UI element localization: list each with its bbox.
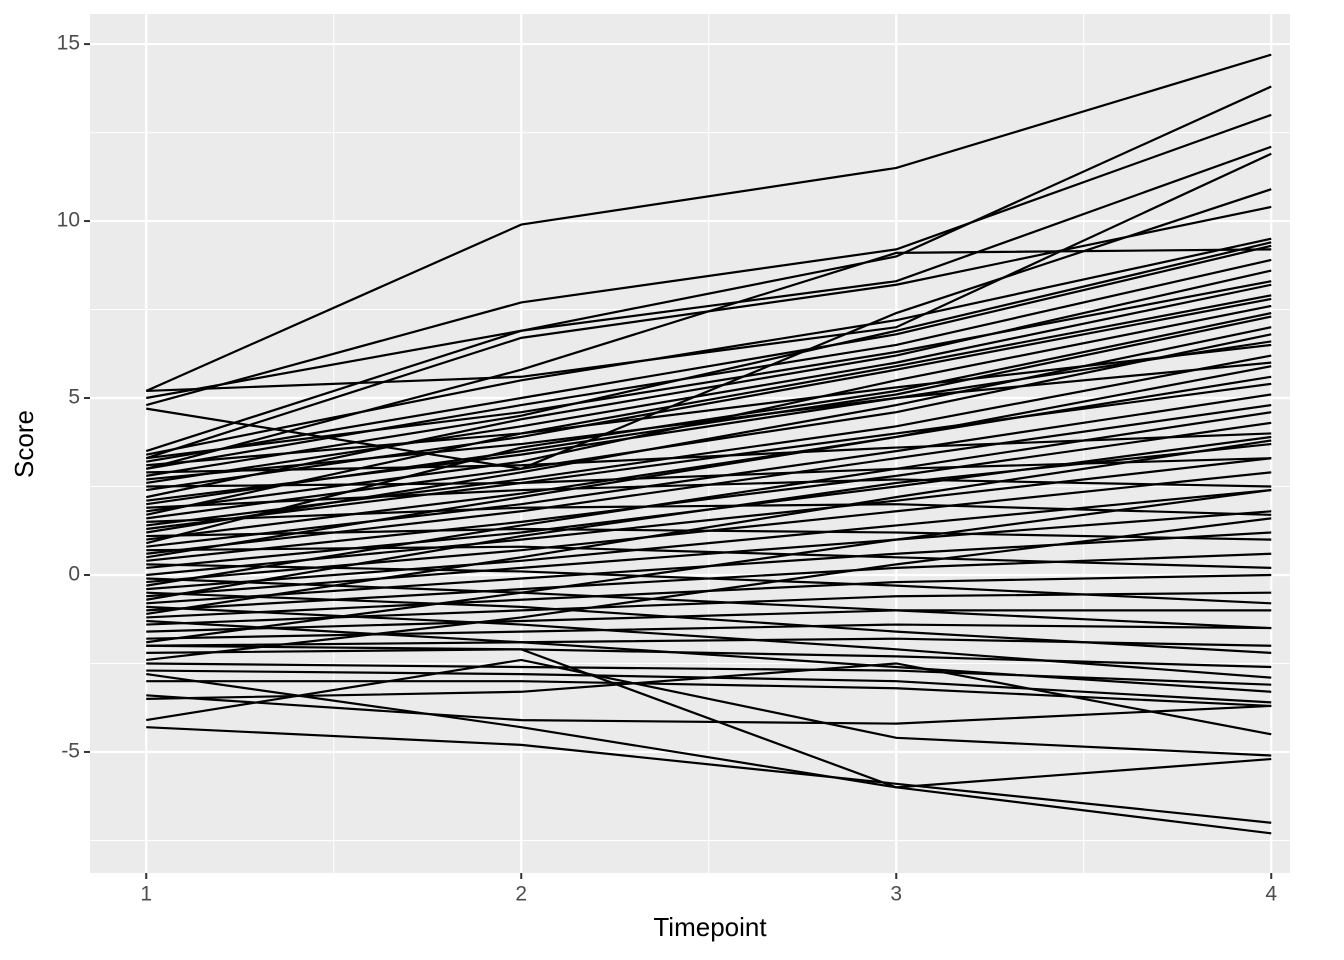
series-line (146, 152, 1272, 393)
series-line (146, 605, 1272, 679)
series-line (145, 311, 1272, 545)
series-line (146, 662, 1272, 686)
series-line (146, 442, 1272, 601)
series-line (146, 591, 1272, 654)
series-line (146, 457, 1272, 577)
series-line (146, 726, 1272, 824)
series-line (146, 680, 1272, 708)
series-line (146, 439, 1272, 616)
y-tick-label: -5 (61, 740, 80, 763)
series-line (146, 297, 1272, 492)
series-line (146, 510, 1272, 598)
series-line (146, 658, 1272, 757)
series-line (146, 517, 1272, 662)
x-tick-label: 1 (140, 883, 152, 906)
series-line (146, 365, 1272, 559)
series-line (146, 340, 1272, 502)
y-tick-label: 5 (68, 386, 80, 409)
series-line (146, 619, 1272, 693)
x-tick-label: 4 (1265, 883, 1277, 906)
series-line (146, 333, 1272, 520)
series-line (146, 669, 1272, 704)
y-tick-label: 0 (68, 563, 80, 586)
series-line (145, 53, 1272, 392)
series-line (145, 113, 1272, 407)
series-line (145, 85, 1272, 453)
series-line (146, 488, 1272, 644)
series-line (146, 644, 1272, 789)
series-line (146, 244, 1272, 463)
series-line (146, 672, 1272, 835)
series-line (146, 280, 1272, 460)
series-line (146, 623, 1272, 640)
y-tick-label: 15 (57, 32, 80, 55)
series-line (146, 258, 1272, 470)
y-axis-title: Score (9, 410, 39, 478)
series-line (146, 269, 1272, 499)
x-axis-title: Timepoint (653, 912, 767, 942)
series-line (146, 648, 1272, 669)
series-line (146, 241, 1272, 477)
series-line (146, 421, 1272, 562)
series-line (146, 145, 1272, 400)
series-line (146, 294, 1272, 516)
series-line (145, 248, 1272, 470)
series-line (146, 343, 1272, 467)
series-line (146, 478, 1272, 509)
series-line (146, 375, 1272, 541)
series-line (146, 545, 1272, 570)
series-line (146, 361, 1272, 481)
series-line (146, 694, 1272, 725)
y-tick-label: 10 (57, 209, 80, 232)
series-line (146, 527, 1272, 541)
series-line (146, 609, 1272, 633)
series-line (146, 393, 1272, 548)
x-tick-label: 3 (890, 883, 902, 906)
series-line (146, 283, 1272, 485)
x-tick-label: 2 (515, 883, 527, 906)
series-line (146, 382, 1272, 531)
series-line (146, 503, 1272, 523)
series-line (146, 411, 1272, 587)
series-line (146, 237, 1272, 456)
series-line (146, 488, 1272, 591)
